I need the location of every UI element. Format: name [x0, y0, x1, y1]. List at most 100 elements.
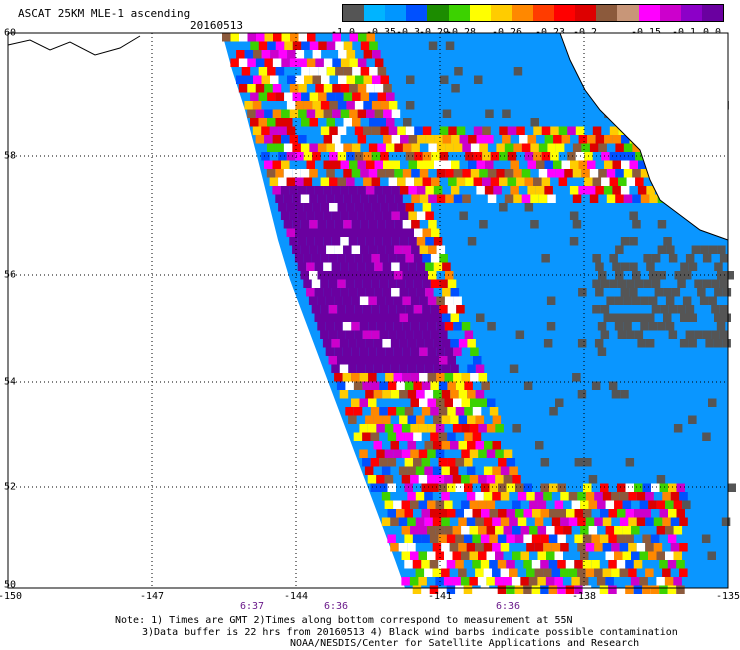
- wind-cell: [286, 152, 296, 161]
- wind-cell: [469, 424, 479, 433]
- wind-cell: [611, 543, 620, 552]
- wind-cell: [558, 177, 568, 186]
- wind-cell: [614, 500, 623, 509]
- wind-cell: [430, 381, 439, 390]
- wind-cell: [444, 296, 454, 305]
- wind-cell: [543, 492, 552, 501]
- wind-cell: [379, 356, 388, 365]
- wind-cell: [377, 92, 387, 101]
- wind-cell: [574, 585, 583, 594]
- wind-cell: [481, 483, 490, 492]
- wind-cell: [523, 509, 532, 518]
- wind-cell: [363, 228, 372, 237]
- wind-cell: [609, 177, 619, 186]
- wind-cell: [311, 254, 321, 263]
- wind-cell: [428, 143, 437, 152]
- wind-cell: [431, 177, 440, 186]
- wind-cell: [520, 551, 529, 560]
- wind-cell: [405, 177, 415, 186]
- wind-cell: [445, 169, 454, 178]
- wind-cell: [629, 160, 638, 169]
- wind-cell: [475, 568, 484, 577]
- wind-cell: [497, 534, 507, 543]
- wind-cell: [300, 169, 310, 178]
- wind-cell: [493, 186, 502, 195]
- wind-cell: [543, 339, 553, 348]
- wind-cell: [523, 381, 533, 390]
- wind-cell: [247, 109, 256, 118]
- wind-cell: [665, 296, 675, 305]
- wind-cell: [326, 271, 335, 280]
- wind-cell: [591, 534, 600, 543]
- wind-cell: [467, 237, 477, 246]
- wind-cell: [391, 313, 400, 322]
- wind-cell: [338, 50, 347, 59]
- wind-cell: [419, 194, 429, 203]
- wind-cell: [371, 152, 381, 161]
- wind-cell: [396, 279, 406, 288]
- wind-cell: [244, 75, 253, 84]
- wind-cell: [572, 143, 582, 152]
- wind-cell: [506, 560, 515, 569]
- wind-cell: [334, 373, 343, 382]
- wind-cell: [230, 33, 239, 42]
- wind-cell: [289, 109, 299, 118]
- lat-label: 60: [4, 27, 17, 39]
- wind-cell: [433, 441, 442, 450]
- wind-cell: [412, 534, 422, 543]
- wind-cell: [388, 126, 398, 135]
- wind-cell: [396, 509, 405, 518]
- wind-cell: [264, 135, 273, 144]
- wind-cell: [436, 169, 446, 178]
- wind-cell: [438, 483, 447, 492]
- wind-cell: [611, 492, 620, 501]
- wind-cell: [483, 568, 493, 577]
- wind-cell: [419, 398, 428, 407]
- wind-cell: [464, 458, 473, 467]
- wind-cell: [354, 152, 364, 161]
- wind-cell: [371, 330, 380, 339]
- wind-cell: [506, 458, 516, 467]
- wind-cell: [433, 415, 442, 424]
- wind-cell: [662, 568, 671, 577]
- wind-cell: [362, 330, 372, 339]
- wind-cell: [292, 41, 302, 50]
- wind-cell: [468, 135, 477, 144]
- wind-cell: [384, 500, 394, 509]
- wind-cell: [688, 339, 697, 348]
- wind-cell: [328, 305, 338, 314]
- wind-cell: [467, 390, 476, 399]
- wind-cell: [399, 237, 409, 246]
- wind-cell: [619, 543, 629, 552]
- wind-cell: [591, 381, 601, 390]
- map-date: 20160513: [190, 19, 243, 32]
- wind-cell: [340, 160, 349, 169]
- colorbar-swatch: [617, 5, 639, 21]
- wind-cell: [447, 381, 456, 390]
- wind-cell: [665, 322, 675, 331]
- wind-cell: [418, 500, 428, 509]
- wind-cell: [418, 551, 427, 560]
- wind-cell: [668, 330, 678, 339]
- wind-cell: [343, 194, 352, 203]
- wind-cell: [502, 135, 511, 144]
- wind-cell: [337, 228, 346, 237]
- wind-cell: [416, 364, 425, 373]
- wind-cell: [517, 492, 527, 501]
- wind-cell: [410, 526, 419, 535]
- wind-cell: [269, 177, 279, 186]
- wind-cell: [612, 160, 621, 169]
- wind-cell: [541, 126, 551, 135]
- wind-cell: [452, 526, 462, 535]
- wind-cell: [444, 398, 453, 407]
- wind-cell: [374, 160, 383, 169]
- wind-cell: [357, 160, 366, 169]
- wind-cell: [425, 186, 434, 195]
- wind-cell: [544, 160, 553, 169]
- wind-cell: [554, 577, 563, 586]
- wind-cell: [331, 288, 341, 297]
- wind-cell: [359, 398, 368, 407]
- wind-cell: [418, 475, 428, 484]
- wind-cell: [673, 424, 683, 433]
- wind-cell: [665, 551, 674, 560]
